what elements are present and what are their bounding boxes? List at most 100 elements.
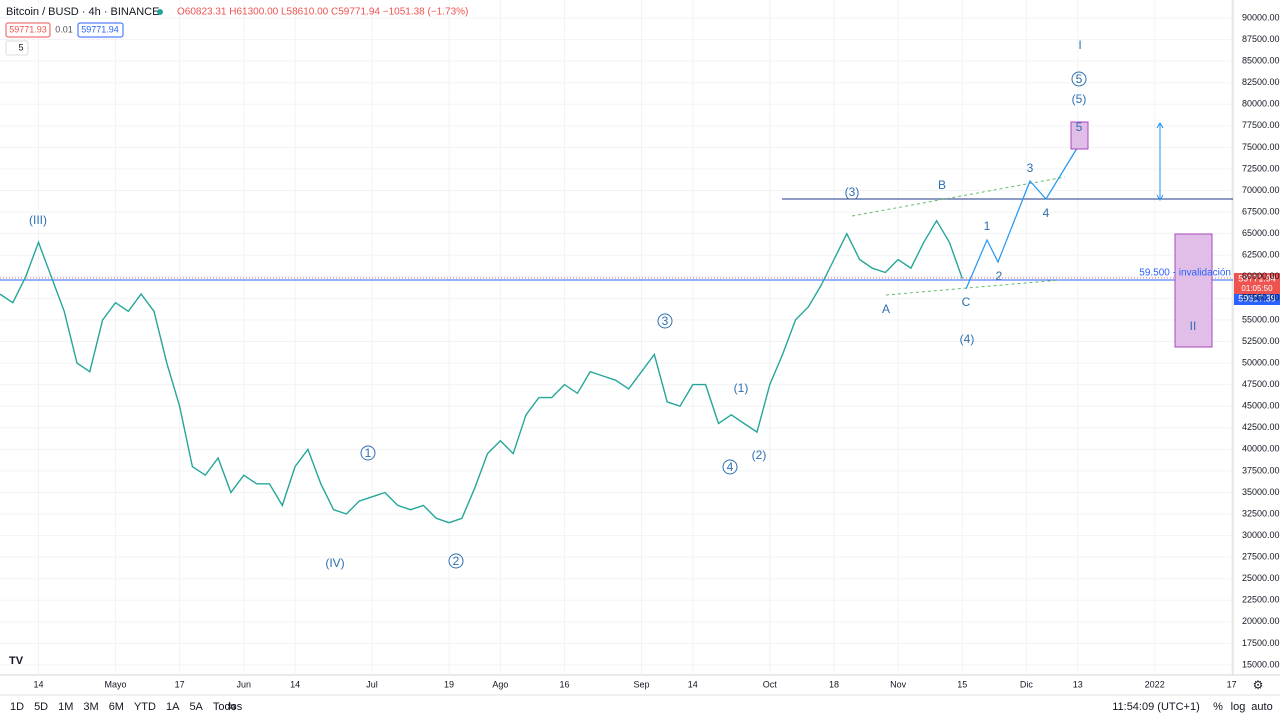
settings-icon[interactable]: ⚙ — [1253, 678, 1264, 692]
wave-label: A — [882, 302, 890, 316]
wave-label: 2 — [453, 554, 460, 568]
target-box — [1174, 233, 1213, 348]
wave-label: 5 — [1076, 72, 1083, 86]
x-tick-label: Sep — [633, 679, 649, 689]
y-tick-label: 20000.00 — [1242, 616, 1280, 626]
y-tick-label: 50000.00 — [1242, 357, 1280, 367]
target-box — [1070, 121, 1089, 150]
wave-label: 3 — [662, 314, 669, 328]
y-tick-label: 52500.00 — [1242, 336, 1280, 346]
y-tick-label: 65000.00 — [1242, 228, 1280, 238]
y-tick-label: 40000.00 — [1242, 444, 1280, 454]
y-tick-label: 22500.00 — [1242, 595, 1280, 605]
range-button[interactable]: 6M — [109, 701, 124, 713]
range-button[interactable]: Todos — [213, 701, 243, 713]
x-tick-label: 17 — [1227, 679, 1237, 689]
date-range-icon[interactable]: ⇆ — [227, 701, 236, 713]
x-tick-label: 14 — [688, 679, 698, 689]
range-button[interactable]: 1M — [58, 701, 73, 713]
x-tick-label: Ago — [492, 679, 508, 689]
grid — [0, 0, 1233, 675]
y-tick-label: 47500.00 — [1242, 379, 1280, 389]
arrow-head — [1156, 194, 1164, 201]
y-tick-label: 90000.00 — [1242, 12, 1280, 22]
log-toggle[interactable]: log — [1231, 701, 1246, 713]
x-tick-label: Oct — [763, 679, 778, 689]
indicator-box[interactable] — [5, 40, 29, 56]
invalidation-label: 59.500 - invalidación — [1139, 268, 1231, 279]
y-tick-label: 87500.00 — [1242, 34, 1280, 44]
wave-label: B — [938, 178, 946, 192]
y-tick-label: 80000.00 — [1242, 99, 1280, 109]
indicator: 5 — [18, 42, 23, 52]
wave-label: 1 — [365, 446, 372, 460]
x-tick-label: 14 — [290, 679, 300, 689]
range-button[interactable]: 1D — [10, 701, 24, 713]
spread: 0.01 — [55, 24, 73, 34]
countdown: 01:05:50 — [1241, 284, 1273, 293]
price-series — [0, 219, 963, 524]
wave-label: 5 — [1076, 120, 1083, 134]
y-tick-label: 27500.00 — [1242, 552, 1280, 562]
wave-label: 1 — [984, 219, 991, 233]
last-price: 59771.94 — [1238, 273, 1276, 283]
y-tick-label: 17500.00 — [1242, 638, 1280, 648]
wave-label: 2 — [996, 269, 1003, 283]
x-tick-label: 14 — [33, 679, 43, 689]
wave-label: (IV) — [325, 556, 344, 570]
y-tick-label: 67500.00 — [1242, 206, 1280, 216]
channel-bottom — [885, 279, 1061, 296]
y-tick-label: 42500.00 — [1242, 422, 1280, 432]
ask: 59771.94 — [81, 24, 119, 34]
logo: TV — [9, 655, 24, 667]
countdown-box — [1234, 285, 1280, 294]
wave-label: (2) — [752, 448, 767, 462]
y-tick-label: 70000.00 — [1242, 185, 1280, 195]
wave-label: (III) — [29, 213, 47, 227]
y-tick-label: 37500.00 — [1242, 465, 1280, 475]
x-tick-label: Mayo — [104, 679, 126, 689]
wave-label: I — [1078, 38, 1081, 52]
wave-label: 4 — [727, 460, 734, 474]
symbol: Bitcoin / BUSD · 4h · BINANCE — [6, 6, 159, 18]
y-tick-label: 45000.00 — [1242, 401, 1280, 411]
y-tick-label: 32500.00 — [1242, 508, 1280, 518]
x-tick-label: 19 — [444, 679, 454, 689]
y-tick-label: 15000.00 — [1242, 659, 1280, 669]
percent-toggle[interactable]: % — [1213, 701, 1223, 713]
x-tick-label: 16 — [560, 679, 570, 689]
y-tick-label: 75000.00 — [1242, 142, 1280, 152]
wave-label: 3 — [1027, 161, 1034, 175]
y-tick-label: 60000.00 — [1242, 271, 1280, 281]
wave-label: (5) — [1072, 92, 1087, 106]
range-button[interactable]: 5A — [189, 701, 203, 713]
wave-circle — [722, 459, 738, 475]
x-tick-label: Nov — [890, 679, 907, 689]
y-tick-label: 72500.00 — [1242, 163, 1280, 173]
ask-box[interactable] — [77, 22, 124, 38]
bid-box[interactable] — [5, 22, 51, 38]
auto-toggle[interactable]: auto — [1251, 701, 1272, 713]
wave-label: C — [962, 295, 971, 309]
y-tick-label: 62500.00 — [1242, 250, 1280, 260]
status-dot — [157, 9, 163, 15]
price-line — [0, 219, 963, 524]
y-tick-label: 25000.00 — [1242, 573, 1280, 583]
y-tick-label: 55000.00 — [1242, 314, 1280, 324]
wave-circle — [360, 445, 376, 461]
wave-circle — [657, 313, 673, 329]
x-tick-label: 17 — [175, 679, 185, 689]
wave-label: (4) — [960, 332, 975, 346]
wave-circle — [448, 553, 464, 569]
range-button[interactable]: YTD — [134, 701, 156, 713]
x-tick-label: Jun — [237, 679, 252, 689]
projection-path — [965, 144, 1080, 290]
other-price-box — [1234, 294, 1280, 305]
range-button[interactable]: 5D — [34, 701, 48, 713]
wave-circle — [1071, 71, 1087, 87]
range-button[interactable]: 1A — [166, 701, 180, 713]
range-button[interactable]: 3M — [83, 701, 98, 713]
